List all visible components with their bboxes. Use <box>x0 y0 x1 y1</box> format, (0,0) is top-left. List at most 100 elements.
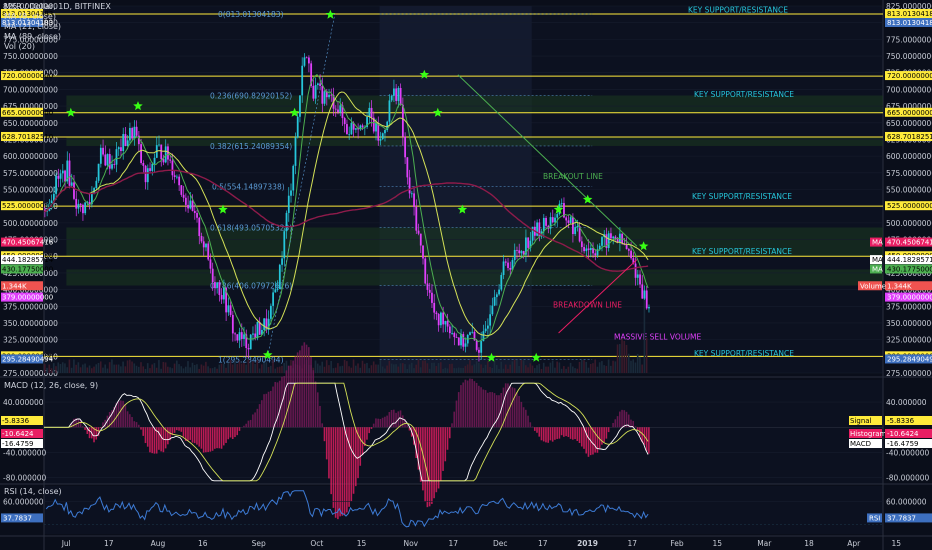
macd-title[interactable]: MACD (12, 26, close, 9) <box>4 381 99 390</box>
macd-tick-label: -40.000000 <box>3 448 46 457</box>
right-rsi-chip-label: 37.7837 <box>887 514 916 522</box>
candle-body <box>303 57 306 66</box>
macd-histogram-bar <box>413 427 415 445</box>
volume-bar <box>249 362 252 373</box>
candle-body <box>551 217 554 223</box>
indicator-ma8[interactable]: MA (8, close) <box>4 12 56 21</box>
macd-histogram-bar <box>343 427 346 515</box>
volume-bar <box>448 364 451 373</box>
volume-bar <box>350 367 353 373</box>
volume-bar <box>442 368 444 373</box>
candle-body <box>77 203 80 209</box>
indicator-vol[interactable]: Vol (20) <box>4 42 35 51</box>
volume-bar <box>473 364 476 373</box>
price-tick-label: 325.00000000 <box>3 336 58 345</box>
candle-body <box>554 217 556 223</box>
right-macd-chip-label: -10.6424 <box>887 430 919 438</box>
volume-bar <box>410 362 413 373</box>
macd-histogram-bar <box>359 427 362 466</box>
volume-bar <box>592 363 594 373</box>
right-macd-chip <box>885 416 932 425</box>
candle-body <box>214 282 216 288</box>
macd-histogram-bar <box>583 427 585 449</box>
candle-body <box>144 165 147 183</box>
candle-body <box>55 175 57 194</box>
macd-histogram-bar <box>437 427 440 489</box>
volume-bar <box>126 360 129 373</box>
macd-histogram-bar <box>592 427 594 455</box>
volume-bar <box>614 361 617 373</box>
macd-histogram-bar <box>265 393 268 428</box>
candle-body <box>50 200 53 204</box>
macd-histogram-bar <box>171 427 174 436</box>
volume-bar <box>220 363 223 373</box>
macd-histogram-bar <box>272 386 274 428</box>
time-axis-label: 15 <box>892 539 902 548</box>
candle-body <box>90 193 93 205</box>
volume-bar <box>218 364 221 373</box>
candle-body <box>632 258 635 264</box>
candle-body <box>70 182 73 186</box>
candle-body <box>299 95 301 117</box>
volume-bar <box>55 366 57 373</box>
volume-bar <box>68 359 71 373</box>
macd-histogram-bar <box>533 427 536 431</box>
candle-body <box>440 312 442 326</box>
candle-body <box>408 177 411 194</box>
volume-bar <box>372 361 375 373</box>
pivot-star <box>263 350 273 359</box>
volume-bar <box>225 367 227 373</box>
left-price-chip <box>1 264 43 274</box>
moving-average-line <box>43 169 649 272</box>
macd-histogram-bar <box>169 427 171 441</box>
pivot-star <box>457 204 468 214</box>
right-macd-tag <box>849 439 882 448</box>
indicator-ma21[interactable]: MA (21, close) <box>4 22 62 31</box>
candle-body <box>135 126 138 136</box>
volume-bar <box>343 359 346 373</box>
moving-average-line <box>43 91 649 337</box>
signal-line <box>44 382 649 482</box>
macd-histogram-bar <box>95 427 98 440</box>
volume-bar <box>645 337 648 373</box>
candle-body <box>265 318 268 330</box>
candle-body <box>99 147 102 164</box>
macd-histogram-bar <box>296 352 299 428</box>
volume-bar <box>424 360 426 373</box>
macd-histogram-bar <box>73 418 75 428</box>
volume-bar <box>594 359 596 373</box>
rsi-title[interactable]: RSI (14, close) <box>4 487 62 496</box>
volume-bar <box>337 363 339 373</box>
volume-bar <box>471 365 473 373</box>
volume-bar <box>377 364 379 373</box>
volume-bar <box>580 359 583 373</box>
candle-body <box>193 210 196 214</box>
candle-body <box>187 204 189 209</box>
macd-tick-label: 40.000000 <box>3 398 44 407</box>
right-price-chip <box>885 201 932 211</box>
indicator-ma89[interactable]: MA (89, close) <box>4 32 62 41</box>
price-tick-label: 700.00000000 <box>886 85 932 94</box>
macd-histogram-bar <box>605 427 608 439</box>
volume-bar <box>395 364 397 373</box>
volume-bar <box>211 368 214 373</box>
left-price-chip-label: 295.28490494 <box>2 355 54 363</box>
pivot-star <box>289 107 300 117</box>
candle-body <box>511 260 514 270</box>
right-series-tag-label: Volume <box>860 282 886 290</box>
left-macd-chip-label: -16.4759 <box>2 440 33 448</box>
macd-histogram-bar <box>115 402 118 428</box>
candle-body <box>64 170 66 182</box>
volume-bar <box>137 366 140 373</box>
candle-body <box>578 225 581 242</box>
candle-body <box>205 243 207 248</box>
volume-bar <box>433 362 435 373</box>
volume-bar <box>558 362 561 373</box>
macd-histogram-bar <box>379 419 382 428</box>
candle-body <box>122 134 125 151</box>
volume-bar <box>596 366 599 373</box>
macd-histogram-bar <box>361 427 364 456</box>
macd-histogram-bar <box>381 417 384 428</box>
volume-bar <box>636 353 639 373</box>
